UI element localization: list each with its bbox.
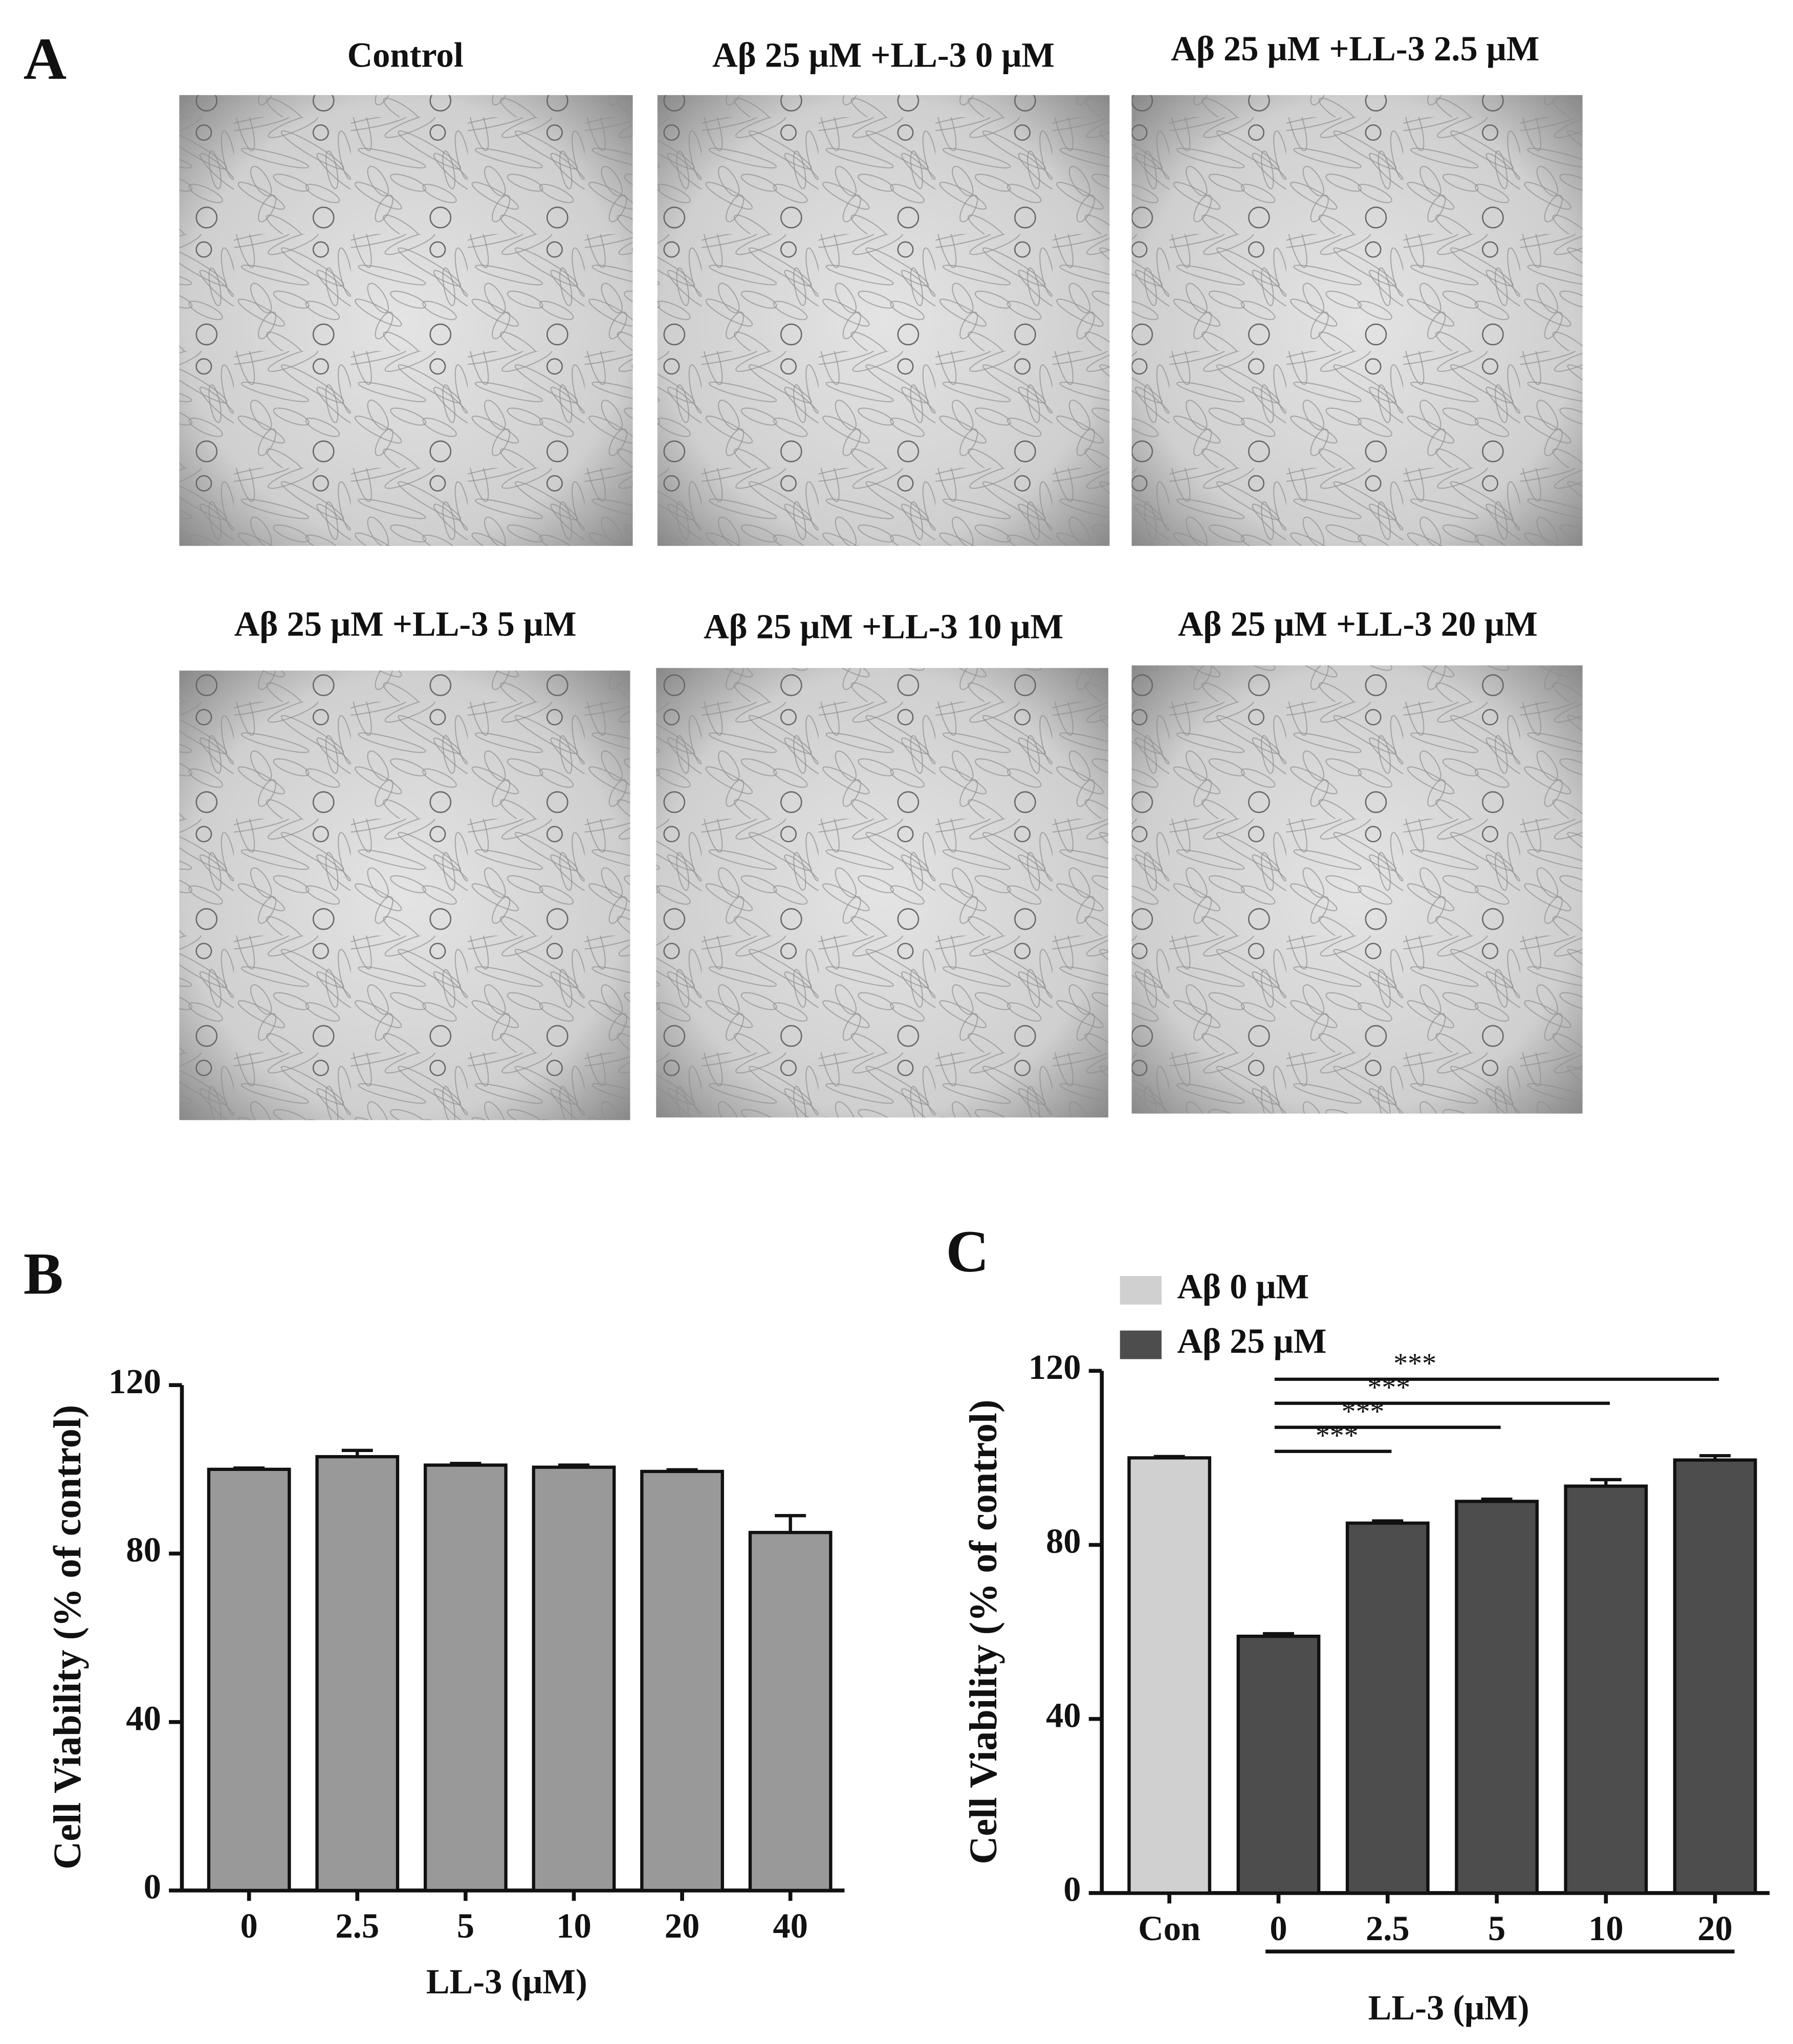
- bar: [640, 1469, 724, 1893]
- bar: [1127, 1456, 1212, 1895]
- image-title: Aβ 25 μM +LL-3 20 μM: [1178, 605, 1538, 644]
- legend-label: Aβ 0 μM: [1177, 1267, 1309, 1306]
- image-title: Aβ 25 μM +LL-3 10 μM: [704, 607, 1063, 646]
- y-tick-label: 80: [126, 1530, 161, 1569]
- bar: [1564, 1484, 1648, 1895]
- x-tick-label: 10: [556, 1906, 592, 1945]
- x-tick-label: 10: [1588, 1909, 1624, 1948]
- x-axis-label: LL-3 (μM): [1368, 1988, 1529, 2027]
- x-tick-label: 5: [457, 1906, 474, 1945]
- bar: [532, 1465, 616, 1893]
- significance-label: ***: [1367, 1372, 1410, 1403]
- legend-swatch: [1120, 1276, 1162, 1305]
- x-tick-label: 20: [1697, 1909, 1733, 1948]
- bar: [1345, 1521, 1430, 1895]
- bar: [315, 1455, 400, 1893]
- x-tick-label: Con: [1138, 1909, 1200, 1948]
- bar: [423, 1463, 508, 1893]
- y-axis-label: Cell Viability (% of control): [46, 1405, 89, 1870]
- panel-label: B: [24, 1241, 63, 1307]
- x-tick-label: 5: [1488, 1909, 1505, 1948]
- x-tick-label: 0: [240, 1906, 258, 1945]
- bar: [1455, 1500, 1539, 1895]
- micrograph-cells: [1131, 665, 1583, 1114]
- y-tick-label: 120: [1029, 1348, 1081, 1387]
- y-tick-label: 0: [1063, 1870, 1081, 1909]
- bar: [207, 1467, 291, 1893]
- x-tick-label: 40: [773, 1906, 808, 1945]
- micrograph-cells: [657, 95, 1110, 546]
- significance-label: ***: [1393, 1348, 1436, 1379]
- panel-label: A: [24, 26, 67, 92]
- x-axis-label: LL-3 (μM): [426, 1962, 587, 2001]
- bar: [1673, 1458, 1757, 1895]
- significance-label: ***: [1342, 1396, 1385, 1427]
- y-axis-label: Cell Viability (% of control): [962, 1400, 1005, 1864]
- micrograph-cells: [179, 95, 633, 546]
- x-tick-label: 2.5: [335, 1906, 379, 1945]
- bar: [1236, 1634, 1321, 1895]
- y-tick-label: 0: [144, 1867, 161, 1906]
- panel-label: C: [946, 1219, 989, 1285]
- x-tick-label: 20: [665, 1906, 700, 1945]
- image-title: Control: [347, 35, 464, 74]
- image-title: Aβ 25 μM +LL-3 0 μM: [712, 35, 1055, 74]
- significance-label: ***: [1316, 1420, 1359, 1452]
- image-title: Aβ 25 μM +LL-3 5 μM: [234, 605, 577, 644]
- micrograph-cells: [1131, 95, 1583, 546]
- y-tick-label: 80: [1046, 1522, 1081, 1561]
- legend-label: Aβ 25 μM: [1177, 1322, 1326, 1360]
- micrograph-cells: [656, 668, 1108, 1118]
- bar: [748, 1531, 833, 1893]
- x-tick-label: 2.5: [1366, 1909, 1410, 1948]
- y-tick-label: 120: [108, 1362, 161, 1401]
- x-tick-label: 0: [1270, 1909, 1287, 1948]
- micrograph-cells: [179, 670, 630, 1120]
- legend-swatch: [1120, 1330, 1162, 1359]
- image-title: Aβ 25 μM +LL-3 2.5 μM: [1171, 29, 1539, 68]
- y-tick-label: 40: [1046, 1696, 1081, 1734]
- y-tick-label: 40: [126, 1699, 161, 1738]
